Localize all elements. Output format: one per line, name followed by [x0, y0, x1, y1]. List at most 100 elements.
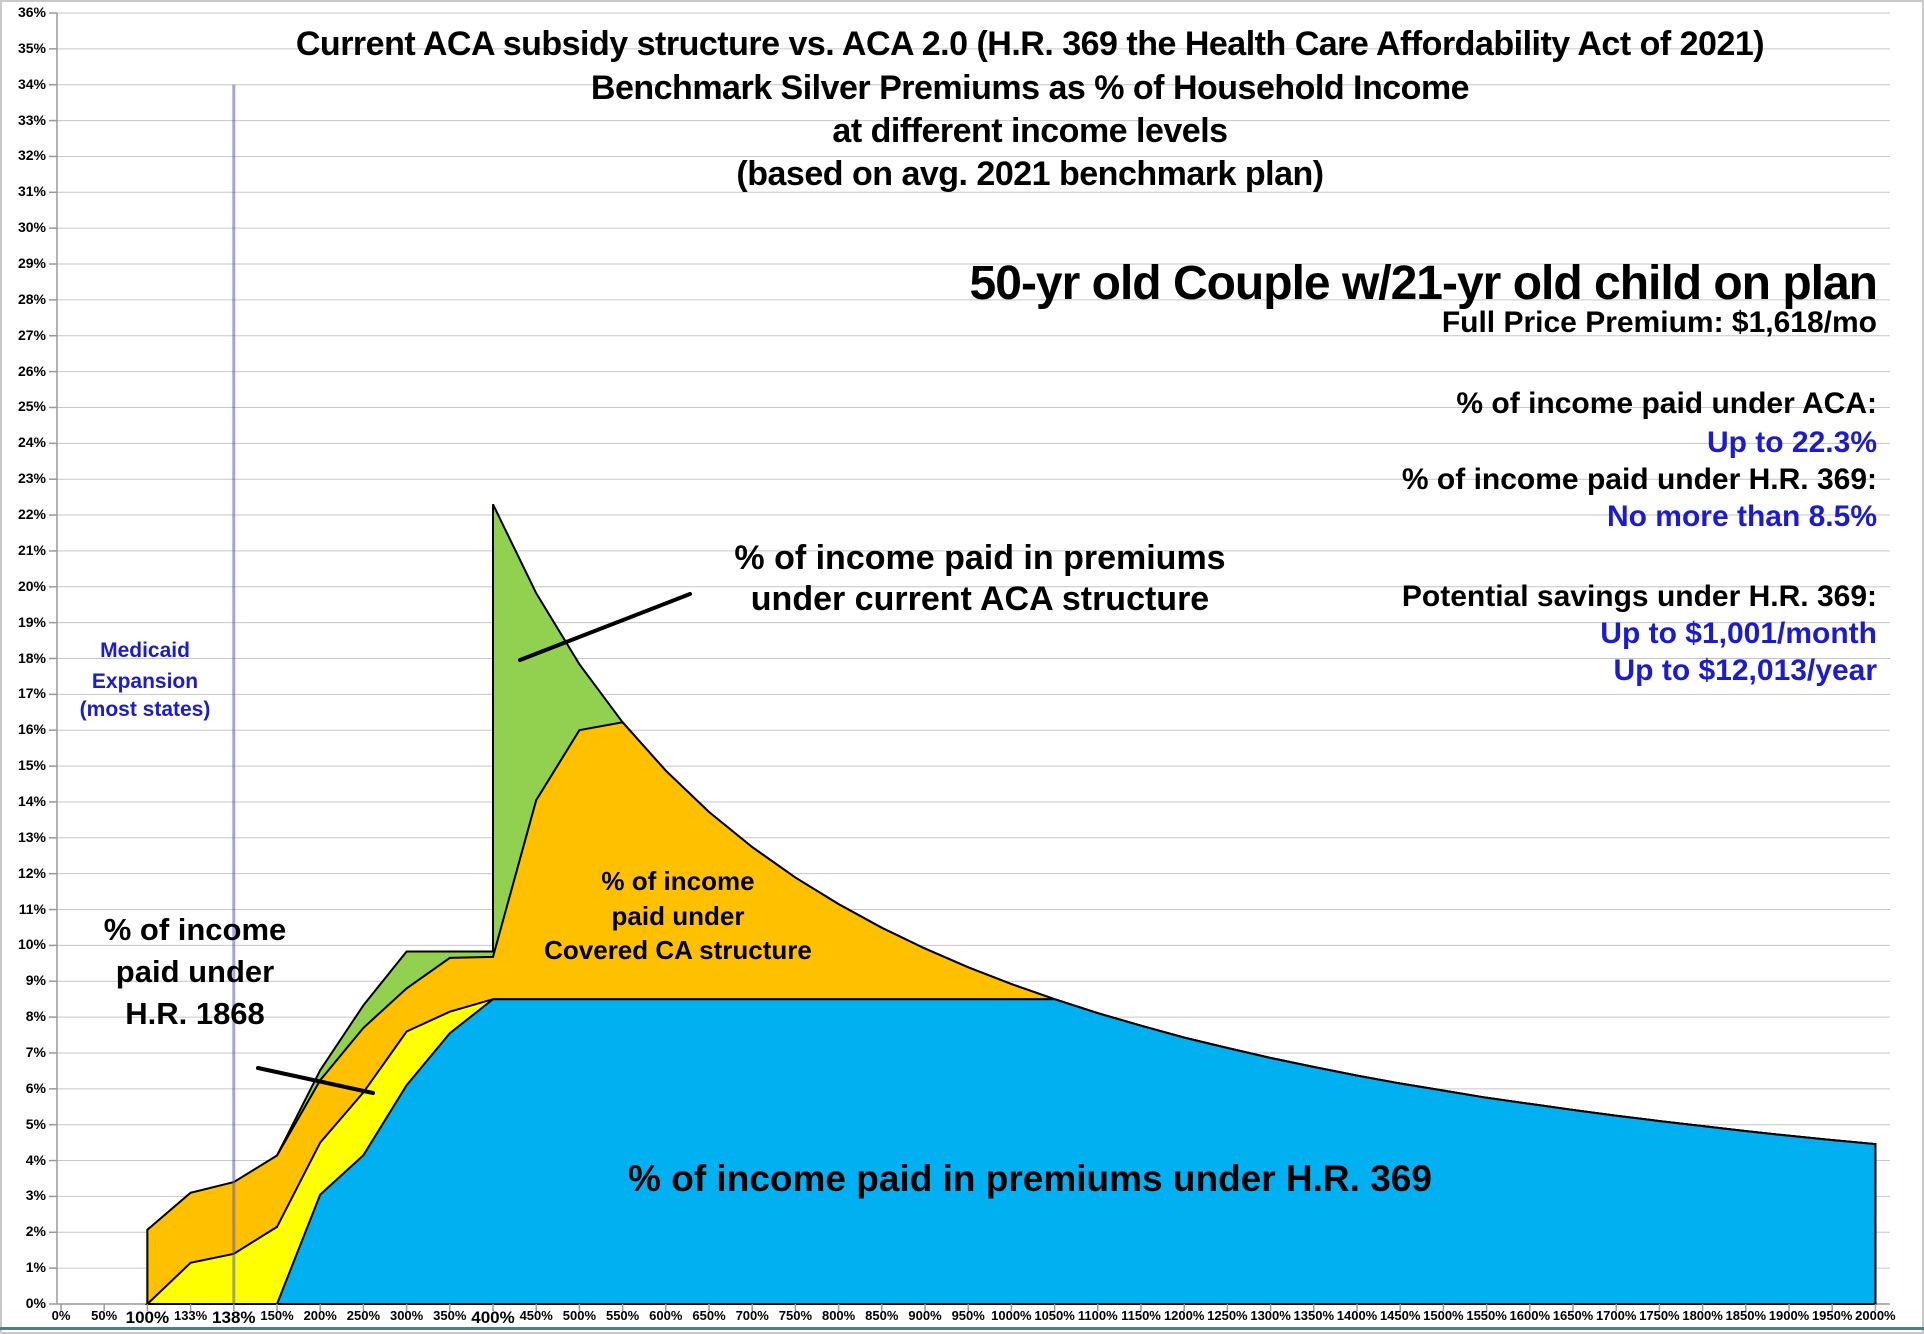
medicaid-line-1: Medicaid: [100, 639, 190, 662]
y-axis-tick-label: 8%: [25, 1008, 46, 1025]
full-price-premium: Full Price Premium: $1,618/mo: [1441, 306, 1877, 339]
y-axis-tick-label: 0%: [25, 1295, 46, 1311]
x-axis-tick-label: 950%: [951, 1308, 985, 1323]
x-axis-tick-label: 0%: [51, 1308, 71, 1323]
y-axis-tick-label: 4%: [25, 1151, 46, 1168]
x-axis-tick-label: 1250%: [1207, 1308, 1248, 1323]
x-axis-tick-label: 500%: [562, 1308, 597, 1323]
x-axis-tick-label: 50%: [91, 1308, 118, 1323]
x-axis-tick-label: 800%: [821, 1308, 856, 1323]
chart-title-line-2: Benchmark Silver Premiums as % of Househ…: [590, 69, 1470, 107]
y-axis-tick-label: 1%: [25, 1259, 46, 1276]
y-axis-tick-label: 23%: [17, 470, 46, 487]
chart-title-line-4: (based on avg. 2021 benchmark plan): [736, 155, 1324, 193]
x-axis-tick-label: 1050%: [1034, 1308, 1075, 1323]
savings-month-value: Up to $1,001/month: [1600, 617, 1877, 650]
y-axis-tick-label: 16%: [17, 721, 46, 738]
x-axis-tick-label: 138%: [212, 1308, 256, 1327]
x-axis-tick-label: 1000%: [991, 1308, 1032, 1323]
hr369-percent-value: No more than 8.5%: [1606, 500, 1877, 533]
aca-percent-label: % of income paid under ACA:: [1456, 387, 1877, 420]
y-axis-tick-label: 18%: [17, 649, 46, 666]
y-axis-tick-label: 10%: [17, 936, 46, 953]
x-axis-tick-label: 700%: [735, 1308, 769, 1323]
y-axis-tick-label: 7%: [25, 1043, 46, 1060]
savings-year-value: Up to $12,013/year: [1613, 654, 1877, 687]
x-axis-tick-label: 1850%: [1725, 1308, 1767, 1323]
x-axis-tick-label: 300%: [389, 1308, 424, 1323]
hr1868-line-1: % of income: [103, 912, 287, 947]
x-axis-tick-label: 1450%: [1379, 1308, 1421, 1323]
aca-annotation-line-1: % of income paid in premiums: [734, 539, 1226, 577]
hr369-area-label: % of income paid in premiums under H.R. …: [628, 1158, 1432, 1199]
y-axis-tick-label: 11%: [18, 900, 46, 917]
x-axis-tick-label: 1650%: [1552, 1308, 1594, 1323]
x-axis-tick-label: 450%: [519, 1308, 553, 1323]
x-axis-tick-label: 900%: [908, 1308, 942, 1323]
x-axis-tick-label: 100%: [125, 1308, 170, 1327]
y-axis-tick-label: 13%: [17, 828, 46, 845]
covered-ca-line-1: % of income: [601, 866, 755, 896]
y-axis-tick-label: 14%: [17, 792, 46, 809]
x-axis-tick-label: 2000%: [1855, 1308, 1896, 1323]
y-axis-tick-label: 35%: [17, 39, 46, 56]
y-axis-tick-label: 28%: [17, 290, 46, 307]
x-axis-tick-label: 750%: [778, 1308, 813, 1323]
y-axis-tick-label: 20%: [17, 577, 46, 594]
y-axis-tick-label: 22%: [17, 506, 46, 523]
x-axis-tick-label: 1200%: [1163, 1308, 1205, 1323]
y-axis-tick-label: 30%: [17, 219, 46, 236]
y-axis-tick-label: 32%: [17, 147, 46, 164]
y-axis-tick-label: 21%: [17, 541, 46, 558]
aca-annotation-line-2: under current ACA structure: [750, 580, 1210, 618]
x-axis-tick-label: 250%: [346, 1308, 381, 1323]
x-axis-tick-label: 150%: [260, 1308, 294, 1323]
window-bottom-edge: [0, 1327, 1924, 1330]
y-axis-tick-label: 3%: [25, 1187, 46, 1204]
x-axis-tick-label: 1700%: [1595, 1308, 1637, 1323]
y-axis-tick-label: 19%: [17, 613, 46, 630]
x-axis-tick-label: 1100%: [1077, 1308, 1118, 1323]
x-axis-tick-label: 1300%: [1250, 1308, 1291, 1323]
y-axis-tick-label: 33%: [17, 111, 46, 128]
y-axis-tick-label: 5%: [25, 1115, 46, 1132]
x-axis-tick-label: 1150%: [1121, 1308, 1161, 1323]
chart-title-line-1: Current ACA subsidy structure vs. ACA 2.…: [295, 25, 1765, 63]
x-axis-tick-label: 550%: [605, 1308, 640, 1323]
x-axis-tick-label: 1600%: [1509, 1308, 1551, 1323]
y-axis-tick-label: 24%: [17, 434, 46, 451]
x-axis-tick-label: 1500%: [1423, 1308, 1464, 1323]
x-axis-tick-label: 200%: [303, 1308, 337, 1323]
x-axis-tick-label: 350%: [433, 1308, 467, 1323]
medicaid-line-2: Expansion: [91, 670, 199, 693]
x-axis-tick-label: 133%: [173, 1308, 208, 1323]
y-axis-tick-label: 25%: [17, 398, 46, 415]
covered-ca-line-2: paid under: [611, 901, 745, 931]
x-axis-tick-label: 1750%: [1639, 1308, 1680, 1323]
household-title: 50-yr old Couple w/21-yr old child on pl…: [969, 257, 1878, 310]
savings-label: Potential savings under H.R. 369:: [1401, 580, 1877, 613]
y-axis-tick-label: 27%: [17, 326, 46, 343]
y-axis-tick-label: 29%: [17, 255, 46, 272]
x-axis-tick-label: 1900%: [1768, 1308, 1810, 1323]
hr1868-line-3: H.R. 1868: [125, 996, 265, 1031]
x-axis-tick-label: 850%: [865, 1308, 899, 1323]
y-axis-tick-label: 31%: [17, 183, 46, 200]
y-axis-tick-label: 2%: [25, 1223, 46, 1240]
y-axis-tick-label: 26%: [17, 362, 46, 379]
x-axis-tick-label: 650%: [692, 1308, 726, 1323]
x-axis-tick-label: 600%: [649, 1308, 683, 1323]
y-axis-tick-label: 12%: [17, 864, 46, 881]
y-axis-tick-label: 9%: [25, 972, 46, 989]
x-axis-tick-label: 400%: [471, 1308, 515, 1327]
y-axis-tick-label: 15%: [17, 757, 46, 774]
y-axis-tick-label: 6%: [25, 1079, 46, 1096]
hr369-percent-label: % of income paid under H.R. 369:: [1401, 463, 1877, 496]
x-axis-tick-label: 1350%: [1293, 1308, 1335, 1323]
x-axis-tick-label: 1400%: [1336, 1308, 1378, 1323]
y-axis-tick-label: 34%: [17, 75, 46, 92]
aca-percent-value: Up to 22.3%: [1706, 426, 1877, 459]
hr1868-line-2: paid under: [115, 954, 275, 989]
